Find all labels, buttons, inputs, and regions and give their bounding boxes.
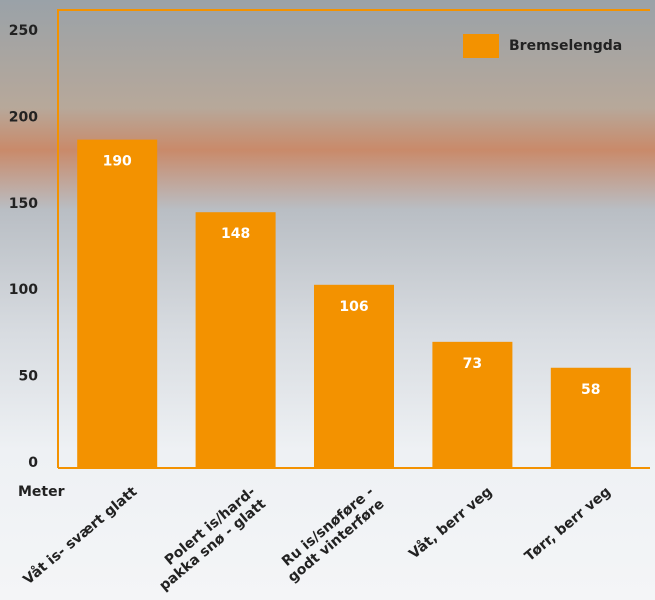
data-label: 190 (103, 154, 132, 170)
bar (77, 140, 157, 468)
bar (196, 212, 276, 468)
y-tick-label: 150 (9, 196, 38, 212)
legend-swatch (463, 34, 499, 58)
chart: Meter 050100150200250190Våt is- svært gl… (0, 0, 655, 600)
legend-label: Bremselengda (509, 38, 622, 54)
y-tick-label: 50 (19, 369, 39, 385)
data-label: 106 (339, 299, 368, 315)
y-axis-label: Meter (18, 484, 65, 500)
data-label: 148 (221, 226, 250, 242)
data-label: 58 (581, 382, 600, 398)
y-tick-label: 0 (28, 455, 38, 471)
data-label: 73 (463, 356, 482, 372)
y-tick-label: 200 (9, 109, 38, 125)
y-tick-label: 100 (9, 282, 38, 298)
y-tick-label: 250 (9, 23, 38, 39)
